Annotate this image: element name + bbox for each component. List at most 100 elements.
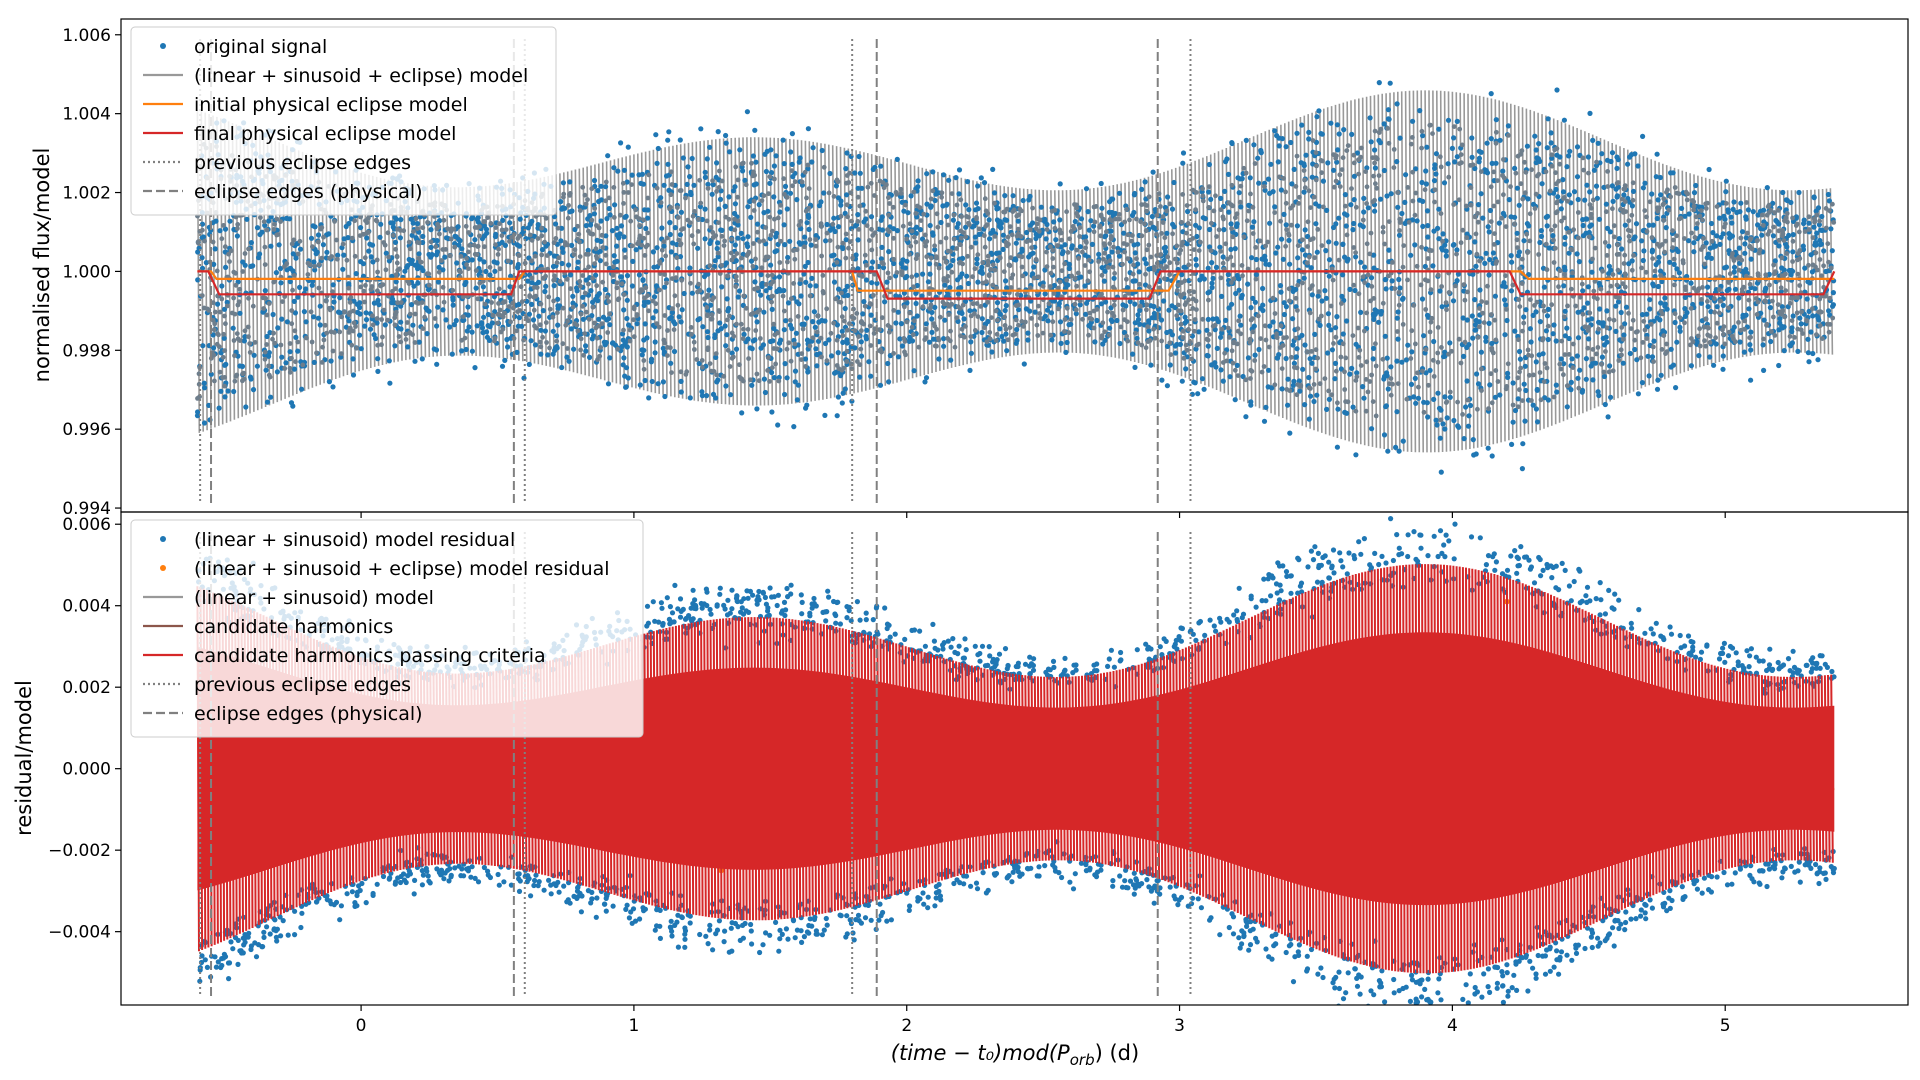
model-point	[1218, 275, 1224, 281]
signal-point	[1082, 283, 1088, 289]
signal-point	[1627, 154, 1633, 160]
model-point	[1064, 305, 1070, 311]
signal-point	[1527, 326, 1533, 332]
signal-point	[552, 347, 558, 354]
model-point	[1190, 296, 1196, 302]
signal-point	[624, 179, 630, 185]
model-point	[593, 325, 599, 331]
model-point	[1517, 304, 1523, 309]
model-point	[1248, 191, 1253, 197]
signal-point	[1603, 334, 1609, 340]
signal-point	[761, 309, 767, 315]
signal-point	[797, 280, 803, 286]
model-point	[581, 352, 586, 358]
model-point	[1295, 243, 1301, 249]
signal-point	[713, 174, 719, 180]
signal-point	[1805, 336, 1811, 342]
signal-point	[1402, 199, 1408, 205]
signal-point	[1748, 377, 1754, 383]
signal-point	[868, 214, 875, 220]
signal-point	[1199, 376, 1206, 382]
signal-point	[277, 265, 284, 272]
signal-point	[929, 329, 935, 335]
signal-point	[669, 309, 676, 316]
signal-point	[1317, 322, 1323, 328]
signal-point	[835, 394, 842, 400]
signal-point	[803, 279, 809, 285]
model-point	[492, 338, 497, 344]
model-point	[1689, 230, 1694, 236]
signal-point	[254, 363, 260, 369]
model-point	[1028, 238, 1033, 243]
model-point	[1144, 307, 1149, 313]
signal-point	[1450, 298, 1457, 304]
model-point	[1495, 199, 1501, 205]
signal-point	[1618, 309, 1624, 316]
model-point	[1630, 180, 1636, 186]
model-point	[1046, 301, 1052, 307]
signal-point	[1159, 377, 1165, 383]
signal-point	[603, 184, 609, 190]
signal-point	[1270, 319, 1276, 325]
model-point	[1606, 369, 1612, 375]
signal-point	[844, 192, 850, 198]
model-point	[887, 201, 892, 206]
signal-point	[714, 379, 720, 385]
signal-point	[247, 374, 254, 380]
model-point	[1040, 283, 1046, 289]
signal-point	[1171, 179, 1177, 186]
signal-point	[1308, 393, 1314, 399]
signal-point	[1368, 275, 1375, 281]
signal-point	[1668, 170, 1674, 176]
model-point	[915, 203, 920, 209]
signal-point	[1773, 217, 1779, 224]
signal-point	[919, 293, 925, 299]
model-point	[550, 314, 556, 320]
signal-point	[712, 258, 718, 264]
model-point	[1619, 325, 1625, 330]
signal-point	[1713, 341, 1719, 347]
model-point	[555, 310, 560, 316]
model-point	[1329, 392, 1335, 398]
signal-point	[797, 241, 804, 247]
signal-point	[423, 305, 429, 311]
signal-point	[1789, 340, 1795, 346]
signal-point	[450, 294, 456, 301]
signal-point	[1674, 266, 1680, 272]
model-point	[959, 326, 965, 332]
model-point	[856, 334, 861, 339]
signal-point	[1562, 308, 1568, 314]
model-point	[1101, 241, 1107, 247]
signal-point	[1608, 394, 1614, 400]
signal-point	[1223, 159, 1229, 165]
signal-point	[1342, 192, 1348, 198]
model-point	[1181, 355, 1187, 361]
signal-point	[923, 375, 930, 381]
model-point	[1005, 234, 1011, 240]
signal-point	[1281, 300, 1287, 306]
model-point	[834, 337, 840, 343]
model-point	[1186, 262, 1192, 268]
signal-point	[410, 322, 416, 328]
signal-point	[415, 266, 421, 272]
signal-point	[1562, 333, 1568, 339]
signal-point	[1114, 317, 1120, 324]
signal-point	[901, 208, 907, 214]
signal-point	[1703, 240, 1709, 246]
signal-point	[481, 259, 487, 265]
signal-point	[1238, 204, 1244, 210]
signal-point	[1728, 214, 1734, 220]
model-point	[435, 221, 440, 227]
model-point	[1753, 296, 1759, 301]
signal-point	[833, 183, 840, 189]
signal-point	[593, 296, 599, 302]
model-point	[1067, 236, 1072, 242]
signal-point	[920, 271, 926, 277]
signal-point	[771, 375, 778, 381]
signal-point	[1516, 202, 1522, 208]
signal-point	[375, 368, 381, 374]
signal-point	[559, 225, 565, 231]
model-point	[1605, 184, 1611, 189]
signal-point	[1512, 407, 1519, 414]
signal-point	[1590, 377, 1596, 383]
